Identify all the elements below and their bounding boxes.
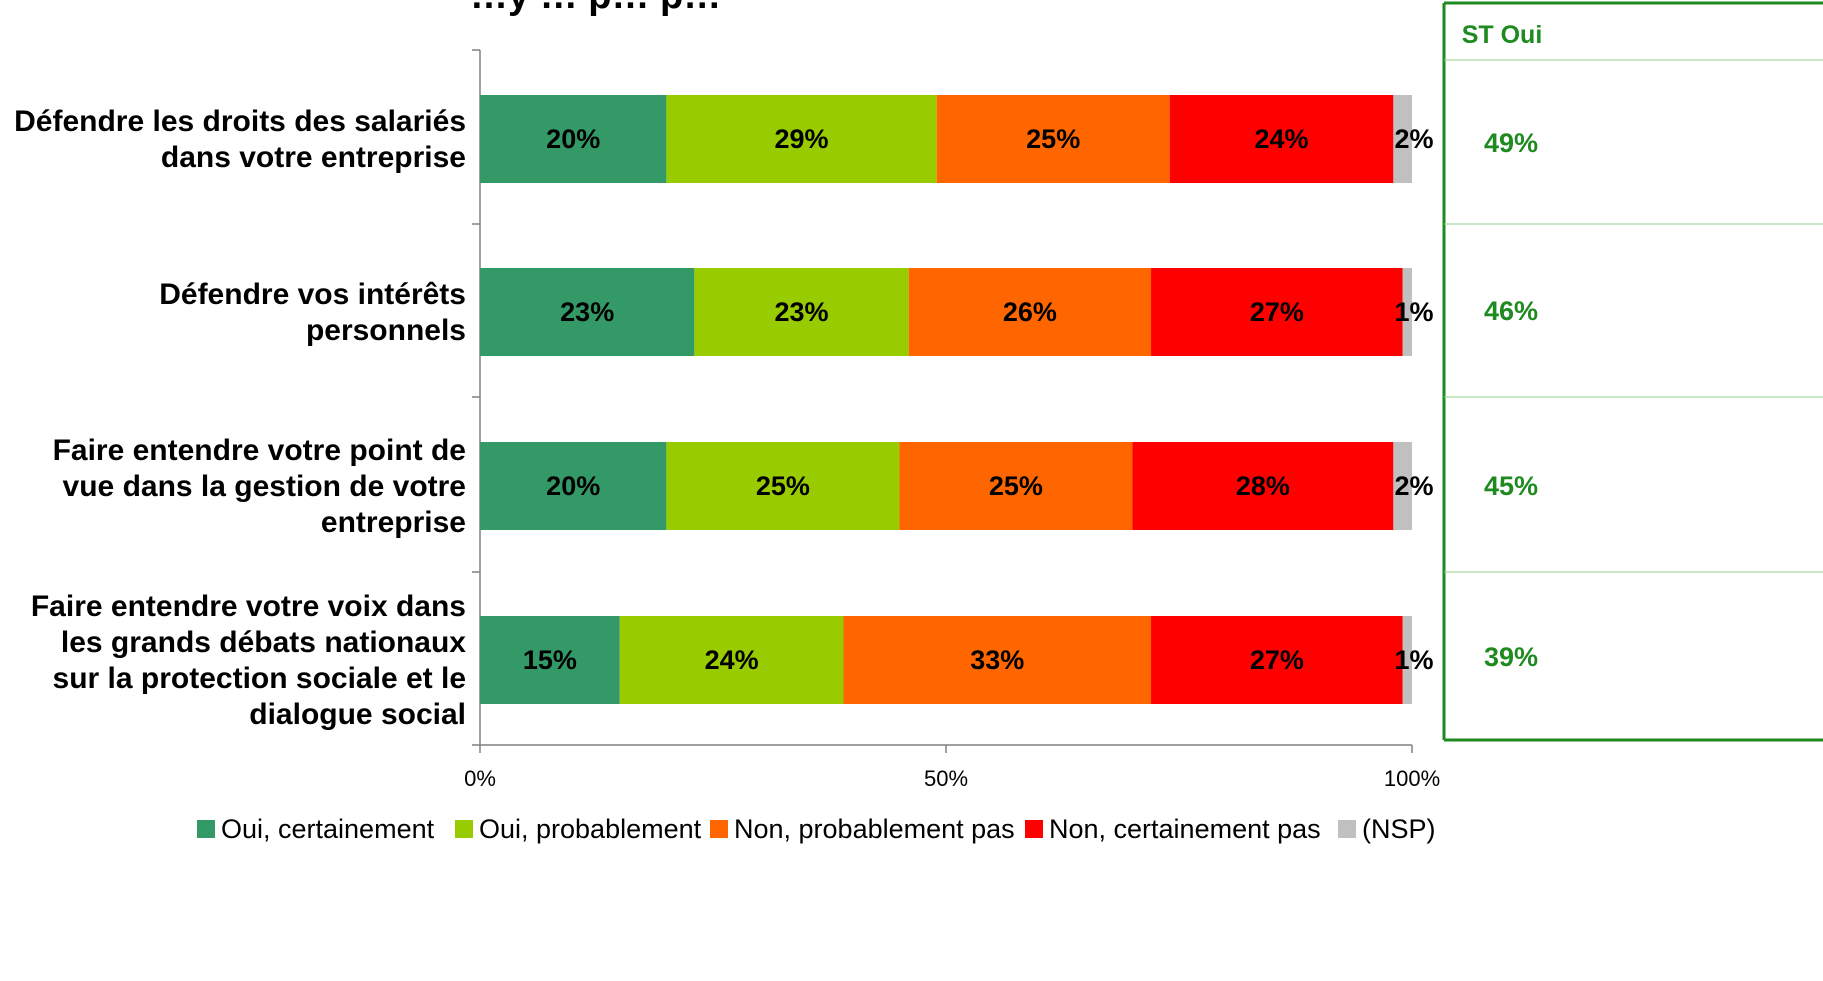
bar-value-label: 33% xyxy=(970,645,1024,675)
legend-swatch xyxy=(1025,820,1043,838)
legend-item: Non, certainement pas xyxy=(1025,814,1321,844)
bar-value-label: 24% xyxy=(705,645,759,675)
side-table-value: 49% xyxy=(1484,128,1538,158)
legend-item: Non, probablement pas xyxy=(710,814,1015,844)
bars: 20% 29% 25% 24% 2% 23% 23% 26% 27% 1% 20% 25% 25% 28%… xyxy=(480,95,1434,704)
legend-label: Oui, certainement xyxy=(221,814,435,844)
legend-item: Oui, probablement xyxy=(455,814,702,844)
bar-segment xyxy=(480,268,695,356)
category-label-line: Défendre vos intérêts xyxy=(159,278,466,311)
bar-segment xyxy=(936,95,1170,183)
legend-swatch xyxy=(1338,820,1356,838)
bar-value-label: 24% xyxy=(1254,124,1308,154)
legend-label: Non, certainement pas xyxy=(1049,814,1321,844)
bar-value-label: 25% xyxy=(756,471,810,501)
category-label-line: les grands débats nationaux xyxy=(61,626,466,659)
bar-segment xyxy=(1393,442,1412,530)
bar-segment xyxy=(843,616,1152,704)
bar-value-label: 1% xyxy=(1394,297,1433,327)
bar-segment xyxy=(899,442,1133,530)
bar-segment xyxy=(1402,268,1412,356)
chart-title-partial: …y … p… p… xyxy=(470,0,721,17)
bar-value-label: 20% xyxy=(546,471,600,501)
legend-item: Oui, certainement xyxy=(197,814,435,844)
bar-value-label: 20% xyxy=(546,124,600,154)
bar-segment xyxy=(480,95,667,183)
bar-segment xyxy=(666,95,937,183)
category-label-line: entreprise xyxy=(321,506,466,539)
bar-value-label: 26% xyxy=(1003,297,1057,327)
bar-value-label: 1% xyxy=(1394,645,1433,675)
bar-segment xyxy=(1151,616,1403,704)
legend-swatch xyxy=(197,820,215,838)
bar-segment xyxy=(908,268,1152,356)
side-table-value: 39% xyxy=(1484,642,1538,672)
axis: 0% 50% 100% xyxy=(464,49,1440,791)
category-label-line: dans votre entreprise xyxy=(161,141,466,174)
category-label-line: sur la protection sociale et le xyxy=(53,662,466,695)
category-label-line: dialogue social xyxy=(249,698,466,731)
bar-segment xyxy=(1151,268,1403,356)
bar-segment xyxy=(480,442,667,530)
x-tick-label: 100% xyxy=(1384,766,1440,791)
chart-title-partial: …y … p… p… xyxy=(470,0,721,17)
bar-segment xyxy=(1393,95,1412,183)
legend-swatch xyxy=(455,820,473,838)
legend-label: Oui, probablement xyxy=(479,814,702,844)
bar-value-label: 2% xyxy=(1394,471,1433,501)
side-table: ST Oui 49% 46% 45% 39% xyxy=(1442,1,1823,742)
category-label-line: Défendre les droits des salariés xyxy=(14,105,466,138)
legend-label: (NSP) xyxy=(1362,814,1436,844)
legend-item: (NSP) xyxy=(1338,814,1436,844)
bar-segment xyxy=(1132,442,1394,530)
bar-segment xyxy=(666,442,900,530)
bar-value-label: 23% xyxy=(560,297,614,327)
x-tick-label: 0% xyxy=(464,766,496,791)
category-label-line: vue dans la gestion de votre xyxy=(63,470,466,503)
legend: Oui, certainement Oui, probablement Non, p… xyxy=(197,814,1436,844)
bar-value-label: 15% xyxy=(523,645,577,675)
bar-value-label: 25% xyxy=(1026,124,1080,154)
bar-value-label: 25% xyxy=(989,471,1043,501)
category-label-line: Faire entendre votre point de xyxy=(53,434,466,467)
side-table-title: ST Oui xyxy=(1462,21,1543,49)
side-table-value: 45% xyxy=(1484,471,1538,501)
bar-value-label: 27% xyxy=(1250,645,1304,675)
legend-swatch xyxy=(710,820,728,838)
bar-value-label: 27% xyxy=(1250,297,1304,327)
bar-value-label: 2% xyxy=(1394,124,1433,154)
bar-segment xyxy=(1402,616,1412,704)
bar-segment xyxy=(480,616,620,704)
legend-label: Non, probablement pas xyxy=(734,814,1015,844)
bar-segment xyxy=(1169,95,1394,183)
side-table-value: 46% xyxy=(1484,296,1538,326)
bar-value-label: 28% xyxy=(1236,471,1290,501)
category-label-line: Faire entendre votre voix dans xyxy=(31,590,466,623)
x-tick-label: 50% xyxy=(924,766,968,791)
category-label-line: personnels xyxy=(306,314,466,347)
bar-value-label: 29% xyxy=(775,124,829,154)
bar-segment xyxy=(694,268,909,356)
bar-value-label: 23% xyxy=(775,297,829,327)
bar-segment xyxy=(619,616,844,704)
